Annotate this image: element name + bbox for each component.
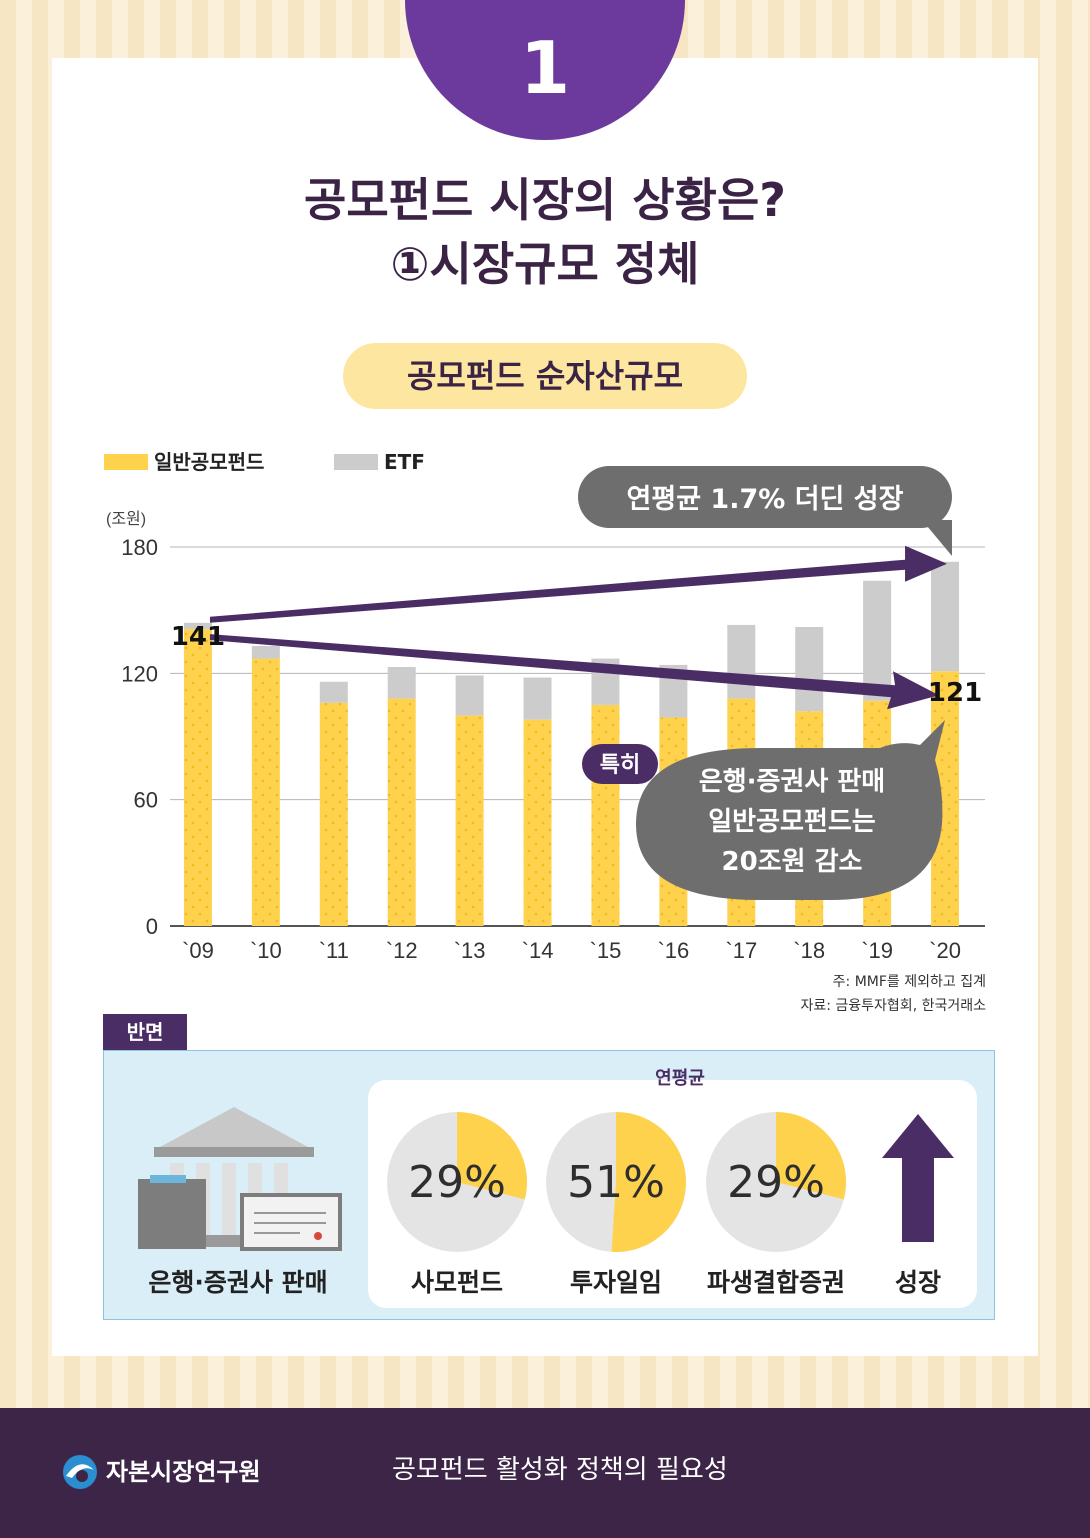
x-tick-label: `15 [590, 938, 622, 963]
decline-callout-line2: 일반공모펀드는 [708, 807, 876, 837]
org-name: 자본시장연구원 [106, 1458, 261, 1486]
x-tick-label: `20 [929, 938, 961, 963]
pie-label-derivative: 파생결합증권 [706, 1268, 845, 1297]
data-label-first: 141 [171, 622, 225, 652]
growth-callout-text: 연평균 1.7% 더딘 성장 [627, 484, 904, 515]
bar-etf-`10 [251, 645, 280, 659]
special-tag-bg [582, 744, 658, 784]
bar-etf-`11 [319, 681, 348, 703]
chart-note: 주: MMF를 제외하고 집계 [832, 974, 986, 990]
bar-etf-`20 [931, 561, 960, 672]
bar-etf-`09 [183, 622, 212, 630]
page-title-line1: 공모펀드 시장의 상황은? [304, 173, 786, 227]
decline-callout: 특히 은행·증권사 판매 일반공모펀드는 20조원 감소 [582, 720, 945, 900]
x-tick-label: `12 [386, 938, 418, 963]
x-tick-label: `11 [319, 938, 349, 963]
pie-label-discretionary: 투자일임 [569, 1268, 662, 1297]
bar-general-`09 [183, 629, 212, 926]
footer-description: 공모펀드 활성화 정책의 필요성 [392, 1455, 728, 1485]
bar-etf-`18 [795, 627, 824, 712]
growth-trend-arrow [209, 545, 948, 623]
bar-general-`13 [455, 715, 484, 926]
growth-callout: 연평균 1.7% 더딘 성장 [578, 466, 952, 556]
pie-pct-private: 29% [408, 1157, 506, 1208]
pie-pct-discretionary: 51% [567, 1157, 665, 1208]
x-tick-label: `19 [861, 938, 893, 963]
bar-general-`14 [523, 719, 552, 926]
data-label-last: 121 [928, 678, 982, 708]
decline-callout-bubble [636, 720, 945, 900]
legend-label-general: 일반공모펀드 [154, 450, 265, 474]
growth-arrow-icon [882, 1114, 954, 1242]
x-tick-label: `13 [454, 938, 486, 963]
page-title-line2: ①시장규모 정체 [390, 237, 700, 291]
bank-label: 은행·증권사 판매 [148, 1268, 328, 1297]
bar-general-`15 [591, 704, 620, 926]
special-tag: 특히 [600, 753, 640, 778]
y-tick-label: 60 [134, 788, 158, 813]
y-tick-label: 180 [121, 535, 158, 560]
unit-label: (조원) [106, 510, 146, 528]
pie-pct-derivative: 29% [727, 1157, 825, 1208]
bar-etf-`17 [727, 624, 756, 699]
chart-title-pill: 공모펀드 순자산규모 [343, 343, 747, 409]
bar-etf-`14 [523, 677, 552, 720]
bar-general-`12 [387, 698, 416, 926]
legend-swatch-etf [334, 454, 378, 470]
basket-icon [138, 1179, 206, 1249]
pie-label-private: 사모펀드 [410, 1268, 503, 1297]
growth-callout-bubble [578, 466, 952, 528]
y-tick-label: 120 [121, 661, 158, 686]
x-tick-label: `10 [250, 938, 282, 963]
growth-callout-tail [922, 520, 952, 556]
bar-general-`11 [319, 702, 348, 926]
footer-bar [0, 1408, 1090, 1538]
x-tick-label: `14 [522, 938, 554, 963]
bank-icon: $ [138, 1107, 342, 1251]
bar-general-`10 [251, 658, 280, 926]
section-number: 1 [519, 26, 571, 110]
x-tick-label: `09 [182, 938, 214, 963]
legend-label-etf: ETF [384, 450, 425, 474]
contrast-tag: 반면 [103, 1014, 187, 1050]
growth-label: 성장 [894, 1268, 941, 1297]
y-tick-label: 0 [146, 914, 158, 939]
x-tick-label: `16 [657, 938, 689, 963]
x-tick-label: `17 [725, 938, 757, 963]
org-logo-icon [63, 1455, 97, 1489]
bar-etf-`12 [387, 667, 416, 699]
chart-source: 자료: 금융투자협회, 한국거래소 [800, 998, 986, 1014]
legend-swatch-general [104, 454, 148, 470]
bar-etf-`19 [863, 580, 892, 701]
x-tick-label: `18 [793, 938, 825, 963]
annual-label: 연평균 [655, 1068, 705, 1089]
decline-callout-line1: 은행·증권사 판매 [699, 767, 885, 797]
decline-trend-arrow [209, 634, 940, 710]
bar-etf-`13 [455, 675, 484, 716]
decline-callout-line3: 20조원 감소 [722, 847, 863, 877]
